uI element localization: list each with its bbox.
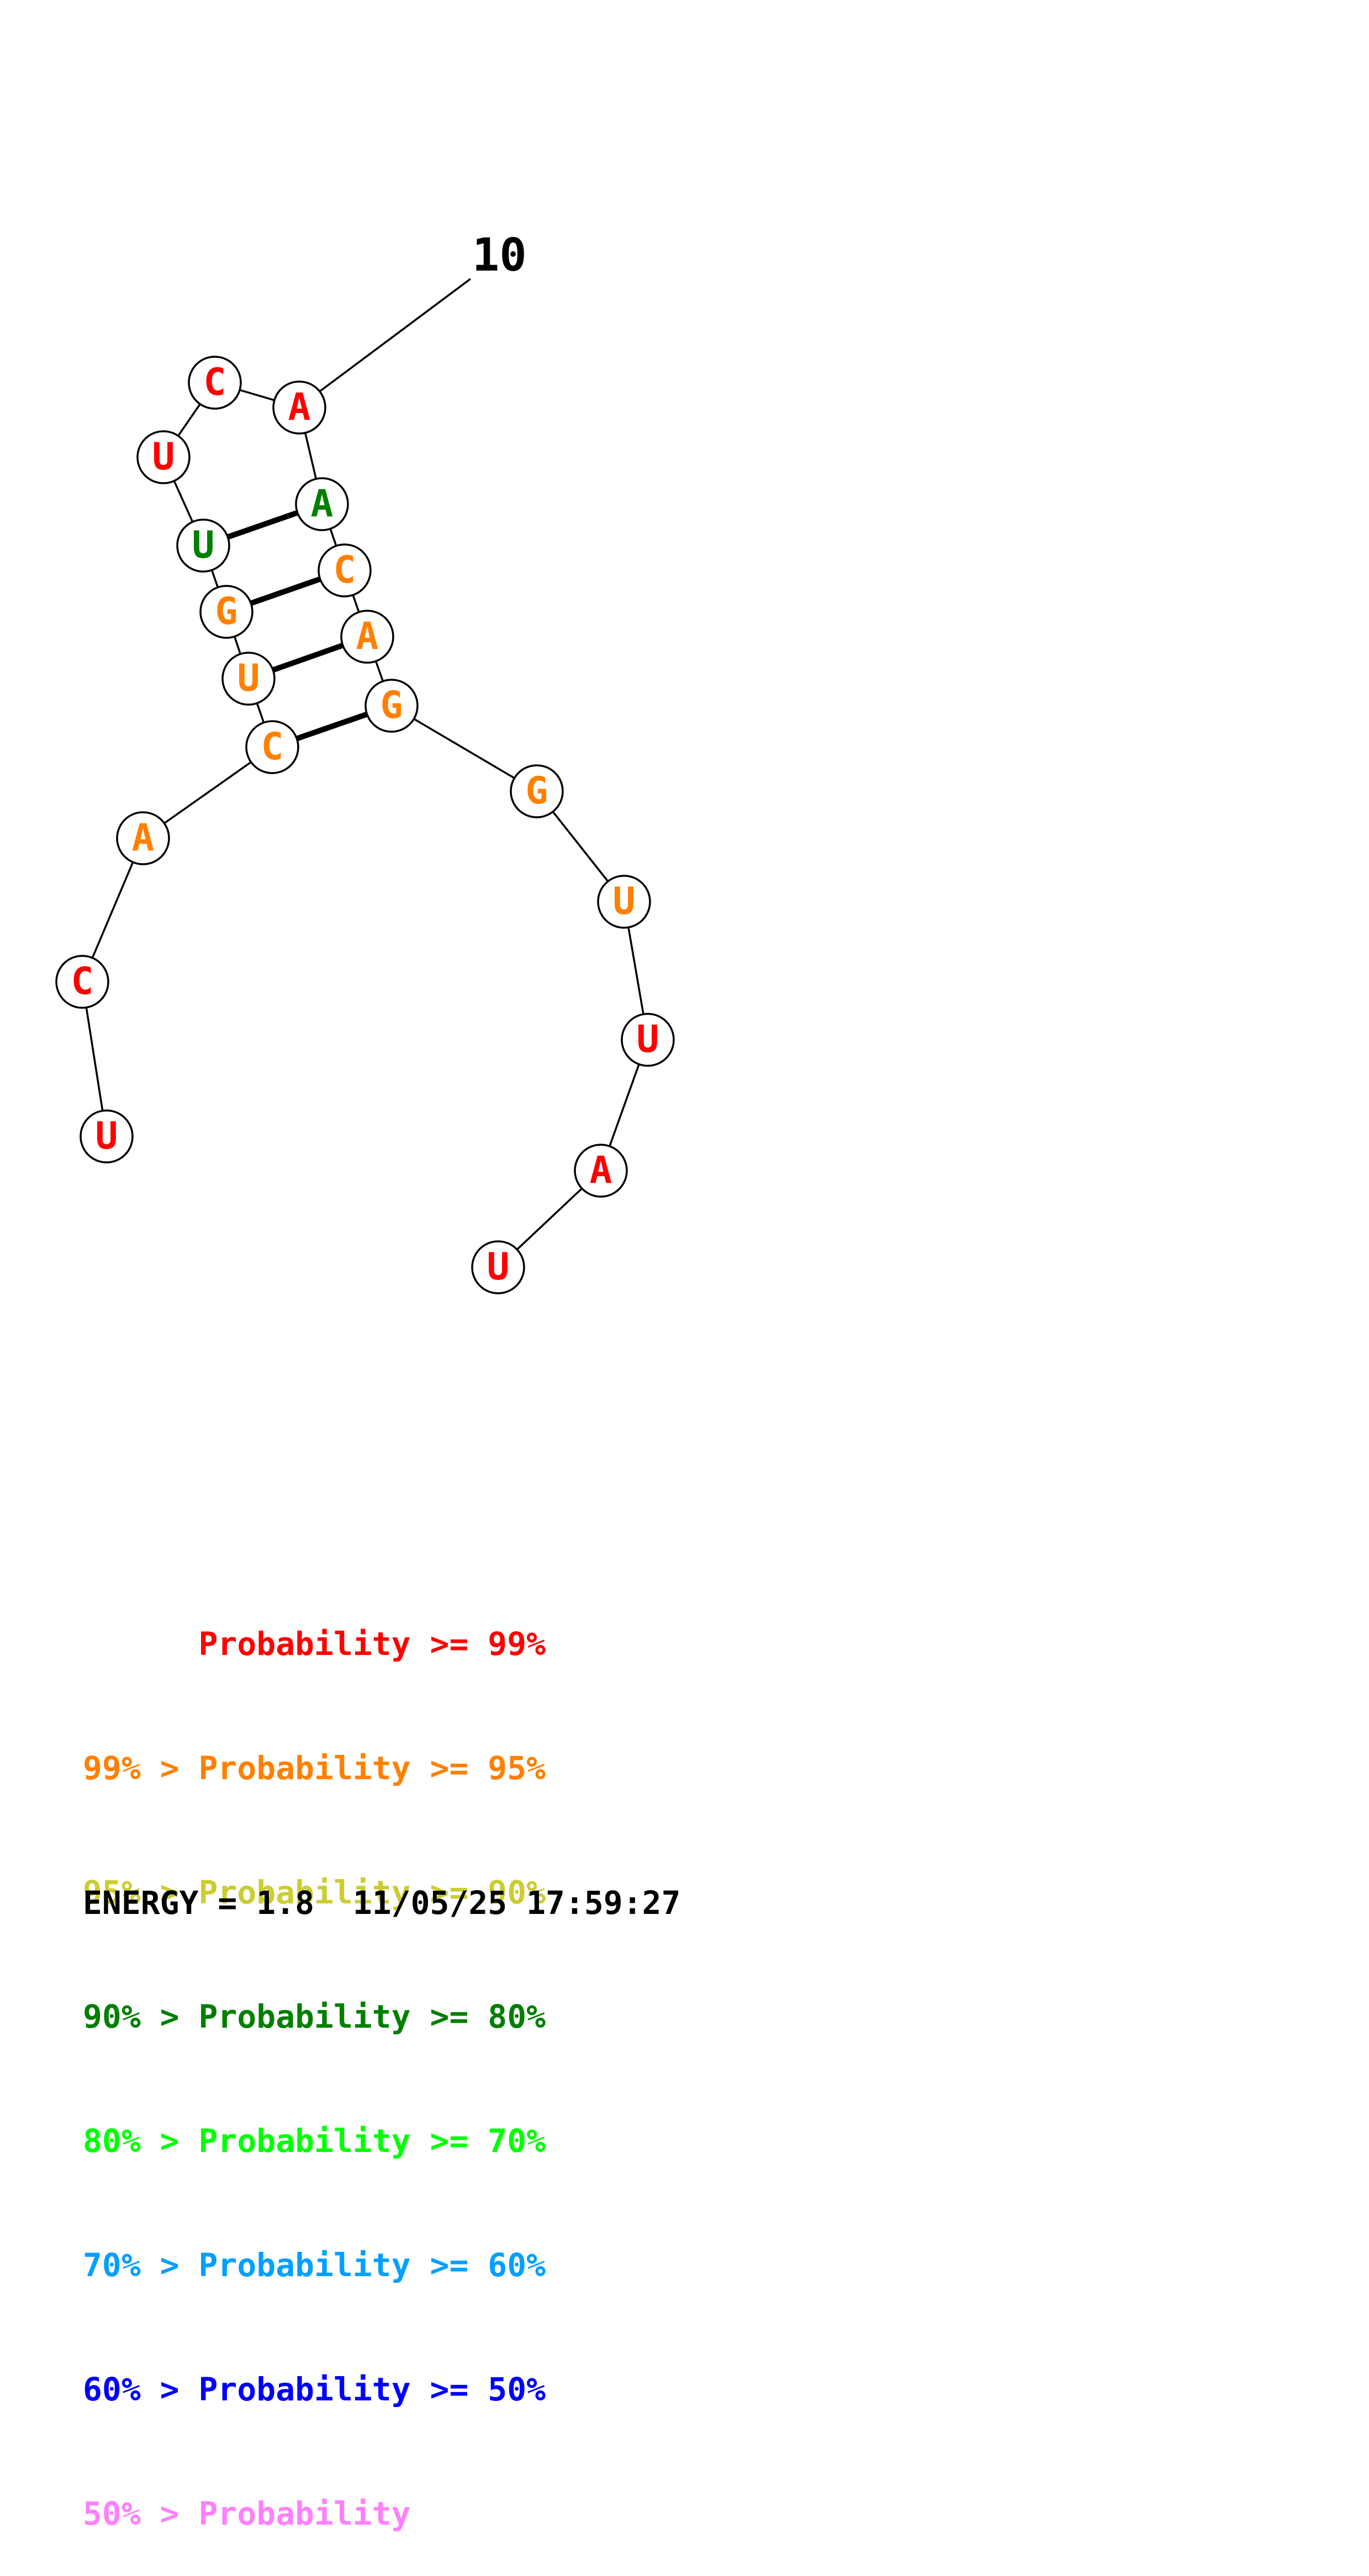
legend-entry: 60% > Probability >= 50%: [83, 2371, 546, 2408]
nucleotide-circle: [318, 543, 372, 597]
nucleotide-letter: G: [380, 684, 403, 727]
energy-footer: ENERGY = 1.8 11/05/25 17:59:27: [83, 1884, 681, 1922]
legend-entry: 95% > Probability >= 90%: [83, 1874, 546, 1911]
nucleotide-circle: [221, 652, 276, 706]
legend-entry: 70% > Probability >= 60%: [83, 2246, 546, 2284]
nucleotide-8: U: [136, 430, 191, 484]
legend-entry: 99% > Probability >= 95%: [83, 1749, 546, 1787]
nucleotide-circle: [80, 1109, 134, 1163]
nucleotide-1: U: [80, 1109, 134, 1163]
backbone-link: [391, 705, 537, 792]
nucleotide-14: G: [364, 679, 419, 733]
nucleotide-letter: U: [613, 880, 636, 923]
nucleotide-letter: U: [487, 1245, 510, 1289]
nucleotide-circle: [364, 679, 419, 733]
nucleotide-letter: A: [356, 615, 379, 658]
nucleotide-18: A: [574, 1144, 628, 1198]
nucleotide-letter: G: [215, 590, 238, 633]
nucleotide-circle: [188, 356, 242, 410]
nucleotide-letter: A: [311, 482, 334, 526]
nucleotide-3: A: [116, 811, 170, 865]
legend-entry: 50% > Probability: [83, 2495, 411, 2532]
index-tick: 10: [319, 229, 527, 392]
nucleotide-circle: [295, 477, 349, 531]
nucleotide-10: A: [272, 380, 326, 435]
nucleotide-circle: [574, 1144, 628, 1198]
nucleotide-letter: G: [526, 769, 548, 813]
nucleotide-12: C: [318, 543, 372, 597]
nucleotide-circle: [55, 955, 109, 1009]
nucleotide-4: C: [245, 720, 299, 774]
nucleotide-circle: [199, 585, 253, 639]
index-tick-line: [319, 278, 472, 392]
index-label: 10: [472, 229, 527, 282]
nucleotide-circle: [245, 720, 299, 774]
nucleotide-6: G: [199, 585, 253, 639]
nucleotide-circle: [340, 610, 394, 664]
nucleotide-letter: U: [152, 435, 175, 479]
nucleotide-letter: C: [71, 960, 94, 1003]
nucleotide-13: A: [340, 610, 394, 664]
legend-entry: Probability >= 99%: [83, 1625, 546, 1663]
nucleotide-letter: C: [204, 361, 226, 404]
nucleotide-15: G: [510, 764, 564, 818]
nucleotide-letter: A: [590, 1149, 612, 1192]
nucleotide-16: U: [597, 875, 651, 929]
nucleotide-19: U: [471, 1240, 525, 1294]
probability-legend: Probability >= 99% 99% > Probability >= …: [83, 1541, 546, 2576]
nucleotide-letter: U: [237, 657, 260, 700]
nucleotide-5: U: [221, 652, 276, 706]
nucleotide-letter: U: [96, 1114, 118, 1158]
nucleotide-letter: U: [637, 1018, 659, 1061]
backbone: [81, 382, 649, 1268]
nucleotide-circle: [272, 380, 326, 435]
nucleotide-17: U: [621, 1013, 675, 1067]
nucleotide-circle: [136, 430, 191, 484]
nucleotide-7: U: [176, 519, 230, 573]
legend-entry: 90% > Probability >= 80%: [83, 1998, 546, 2035]
nucleotide-circle: [621, 1013, 675, 1067]
legend-entry: 80% > Probability >= 70%: [83, 2122, 546, 2160]
nucleotide-circle: [116, 811, 170, 865]
nucleotide-letter: C: [334, 548, 356, 592]
nucleotide-circle: [471, 1240, 525, 1294]
nucleotide-letter: U: [192, 523, 215, 567]
nucleotide-circle: [597, 875, 651, 929]
nucleotide-2: C: [55, 955, 109, 1009]
nucleotide-11: A: [295, 477, 349, 531]
nucleotide-letter: A: [132, 816, 155, 860]
nucleotide-circle: [510, 764, 564, 818]
nucleotide-letter: C: [261, 725, 284, 769]
nucleotide-circle: [176, 519, 230, 573]
nucleotide-9: C: [188, 356, 242, 410]
nucleotide-letter: A: [288, 385, 311, 429]
